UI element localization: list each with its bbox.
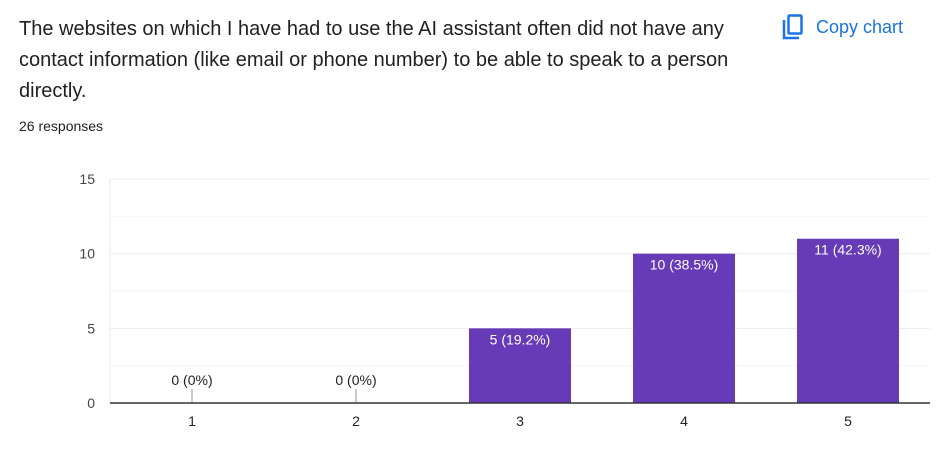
y-tick-label: 10	[79, 246, 95, 262]
x-tick-label: 5	[844, 413, 852, 429]
copy-chart-label: Copy chart	[816, 16, 904, 37]
bar	[797, 238, 899, 403]
copy-chart-button[interactable]: Copy chart	[782, 14, 903, 40]
question-title: The websites on which I have had to use …	[19, 18, 729, 102]
y-tick-label: 5	[87, 320, 95, 336]
response-count: 26 responses	[19, 118, 104, 134]
data-label: 10 (38.5%)	[650, 257, 718, 273]
data-label: 5 (19.2%)	[490, 331, 551, 347]
x-tick-label: 2	[352, 413, 360, 429]
bar	[469, 328, 571, 403]
y-tick-label: 0	[87, 395, 95, 411]
data-label: 0 (0%)	[171, 372, 212, 388]
bar	[633, 253, 735, 403]
copy-icon	[782, 14, 803, 40]
data-label: 11 (42.3%)	[814, 242, 881, 258]
data-label: 0 (0%)	[335, 372, 376, 388]
x-tick-label: 3	[516, 413, 524, 429]
x-tick-label: 4	[680, 413, 688, 429]
x-tick-label: 1	[188, 413, 196, 429]
y-tick-label: 15	[79, 171, 95, 187]
